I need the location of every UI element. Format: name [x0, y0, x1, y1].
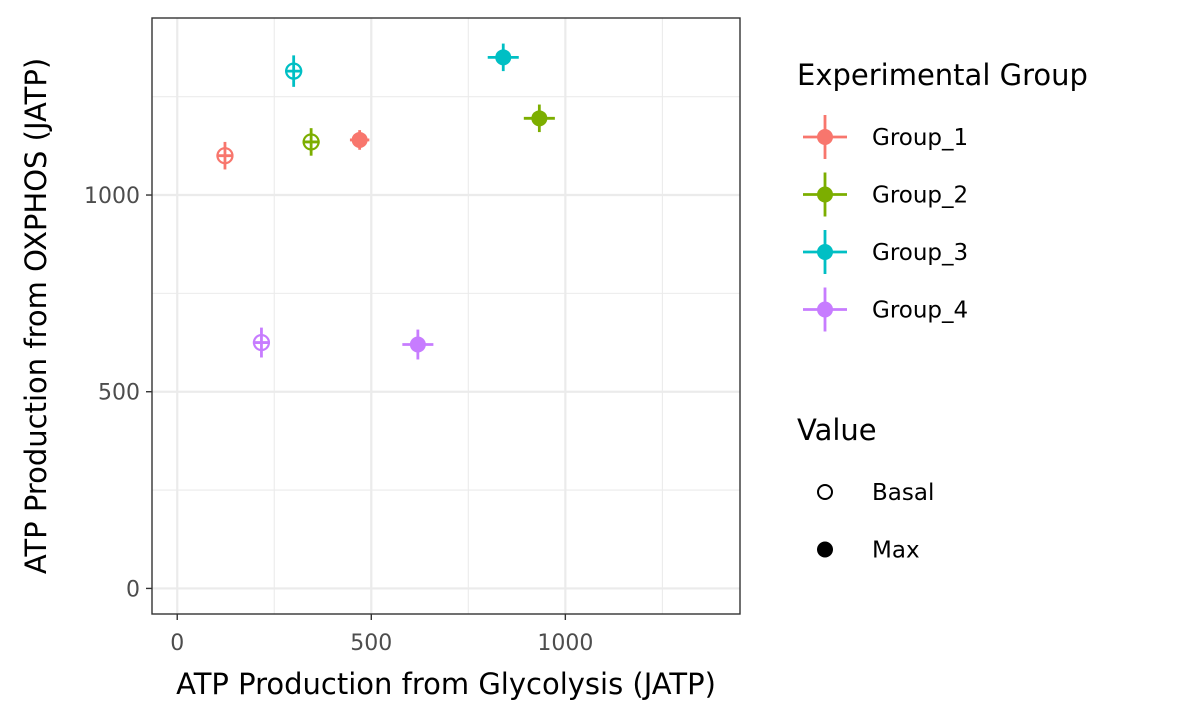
open-point-marker: [252, 333, 271, 352]
y-tick-label: 1000: [84, 184, 140, 209]
data-point-group-2-max: [523, 104, 555, 133]
data-point-group-2-basal: [302, 128, 320, 156]
data-point-group-3-basal: [285, 55, 303, 87]
legend-label: Basal: [872, 480, 934, 506]
legend-key-marker: [817, 301, 833, 318]
y-tick-label: 0: [126, 577, 140, 602]
open-point-marker: [216, 147, 234, 165]
legend-entry-group-3: Group_3: [803, 230, 968, 274]
filled-point-marker: [351, 131, 368, 148]
y-axis-title: ATP Production from OXPHOS (JATP): [19, 58, 53, 574]
axis-ticks: 0 500 1000 0 500 1000: [84, 184, 593, 656]
x-tick-label: 500: [350, 631, 392, 656]
x-tick-label: 0: [170, 631, 184, 656]
legend-entry-max: Max: [817, 538, 920, 564]
data-point-group-4-max: [402, 329, 434, 360]
legend-key-marker: [817, 244, 833, 260]
legend-title-experimental-group: Experimental Group: [797, 58, 1088, 92]
data-point-group-1-max: [349, 130, 370, 150]
legend-entry-group-1: Group_1: [803, 115, 968, 159]
legend: Experimental Group Group_1 Group_2 Group_3 G…: [797, 58, 1088, 564]
y-tick-label: 500: [98, 381, 140, 406]
legend-label: Group_4: [872, 298, 968, 324]
legend-label: Group_2: [872, 183, 968, 209]
legend-open-circle-marker: [817, 484, 833, 500]
data-point-group-4-basal: [252, 327, 271, 358]
grid-lines: [152, 18, 740, 614]
legend-entry-group-4: Group_4: [803, 287, 968, 332]
x-axis-title: ATP Production from Glycolysis (JATP): [176, 667, 716, 701]
legend-title-value: Value: [797, 413, 877, 447]
x-tick-label: 1000: [537, 631, 593, 656]
legend-label: Max: [872, 538, 920, 564]
legend-key-marker: [817, 129, 833, 145]
legend-label: Group_3: [872, 240, 968, 266]
plot-panel-border: [151, 17, 741, 615]
data-point-group-3-max: [487, 43, 519, 72]
legend-key-marker: [817, 186, 833, 203]
legend-entry-basal: Basal: [817, 480, 934, 506]
legend-filled-circle-marker: [817, 541, 833, 558]
legend-entry-group-2: Group_2: [803, 172, 968, 217]
data-point-group-1-basal: [216, 141, 234, 170]
open-point-marker: [302, 133, 320, 151]
data-points: [216, 43, 555, 360]
open-point-marker: [285, 62, 303, 80]
filled-point-marker: [531, 110, 548, 127]
legend-label: Group_1: [872, 125, 968, 151]
filled-point-marker: [495, 49, 512, 66]
filled-point-marker: [409, 336, 426, 353]
